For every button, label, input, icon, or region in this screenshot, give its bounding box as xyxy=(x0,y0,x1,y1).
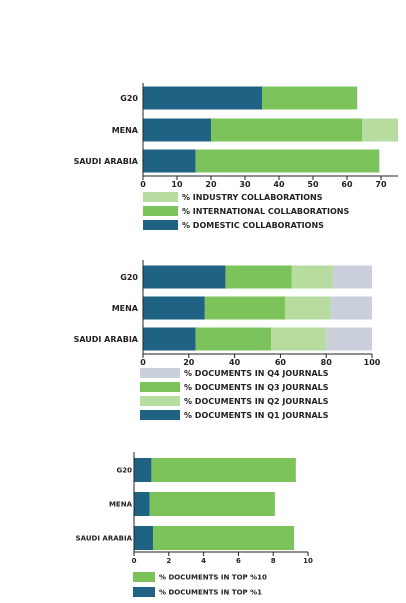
legend-swatch xyxy=(143,220,178,230)
bar-saudi-arabia-series-1 xyxy=(143,327,196,351)
x-tick-label: 60 xyxy=(275,358,287,367)
legend-swatch xyxy=(143,206,178,216)
x-tick-label: 30 xyxy=(239,180,251,189)
legend-swatch xyxy=(140,396,180,406)
x-tick-label: 10 xyxy=(303,557,313,565)
x-tick-label: 2 xyxy=(166,557,171,565)
x-tick-label: 20 xyxy=(205,180,217,189)
x-tick-label: 60 xyxy=(341,180,353,189)
x-tick-label: 50 xyxy=(307,180,319,189)
x-tick-label: 40 xyxy=(229,358,241,367)
category-label: MENA xyxy=(112,304,139,313)
chart-2: G20 MENA SAUDI ARABIA 0 20 40 60 80 100 % DOCUMEN… xyxy=(74,260,381,420)
legend-label: % DOCUMENTS IN Q4 JOURNALS xyxy=(184,369,329,378)
category-label: SAUDI ARABIA xyxy=(74,157,139,166)
bar-saudi-arabia-series-1 xyxy=(143,149,196,173)
legend-label: % DOCUMENTS IN Q3 JOURNALS xyxy=(184,383,329,392)
legend-label: % INDUSTRY COLLABORATIONS xyxy=(182,193,323,202)
bar-saudi-arabia-series-2 xyxy=(195,149,380,173)
x-tick-label: 100 xyxy=(364,358,381,367)
bar-mena-series-2 xyxy=(211,118,363,142)
bar-mena-series-1 xyxy=(143,296,205,320)
bar-g20-series-4 xyxy=(333,265,372,289)
x-tick-label: 6 xyxy=(236,557,241,565)
legend-label: % DOCUMENTS IN Q2 JOURNALS xyxy=(184,397,329,406)
legend-label: % DOCUMENTS IN Q1 JOURNALS xyxy=(184,411,329,420)
bar-mena-series-4 xyxy=(330,296,372,320)
bar-mena-series-1 xyxy=(143,118,211,142)
chart-1: G20 MENA SAUDI ARABIA 0 10 20 30 40 50 60 70 % INDU… xyxy=(74,83,398,230)
bar-saudi-arabia-series-2 xyxy=(195,327,272,351)
legend-swatch xyxy=(140,368,180,378)
category-label: SAUDI ARABIA xyxy=(76,534,133,542)
bar-mena-series-2 xyxy=(204,296,285,320)
x-tick-label: 0 xyxy=(132,557,137,565)
category-label: MENA xyxy=(109,500,133,508)
bar-saudi-arabia-series-3 xyxy=(271,327,327,351)
x-tick-label: 10 xyxy=(171,180,183,189)
bar-g20-series-1 xyxy=(143,86,262,110)
bar-mena-series-3 xyxy=(362,118,398,142)
category-label: G20 xyxy=(120,94,138,103)
legend-swatch xyxy=(140,410,180,420)
bar-mena-series-2 xyxy=(149,492,275,516)
bar-saudi-arabia-series-2 xyxy=(153,526,295,550)
chart-3: G20 MENA SAUDI ARABIA 0 2 4 6 8 10 % DOCUMENTS IN… xyxy=(76,452,313,597)
category-label: G20 xyxy=(117,466,133,474)
bar-g20-series-3 xyxy=(291,265,334,289)
bar-g20-series-2 xyxy=(225,265,292,289)
x-tick-label: 70 xyxy=(375,180,387,189)
legend-label: % DOCUMENTS IN TOP %1 xyxy=(159,588,262,596)
legend-label: % DOCUMENTS IN TOP %10 xyxy=(159,573,267,581)
bar-g20-series-1 xyxy=(134,458,152,482)
bar-mena-series-3 xyxy=(284,296,331,320)
legend-swatch xyxy=(140,382,180,392)
legend-label: % INTERNATIONAL COLLABORATIONS xyxy=(182,207,349,216)
x-tick-label: 20 xyxy=(183,358,195,367)
category-label: G20 xyxy=(120,273,138,282)
bar-g20-series-1 xyxy=(143,265,226,289)
bar-saudi-arabia-series-4 xyxy=(326,327,372,351)
category-label: SAUDI ARABIA xyxy=(74,335,139,344)
bar-g20-series-2 xyxy=(151,458,296,482)
x-tick-label: 8 xyxy=(271,557,276,565)
x-tick-label: 40 xyxy=(273,180,285,189)
legend-swatch xyxy=(133,572,155,582)
x-tick-label: 0 xyxy=(140,358,146,367)
x-tick-label: 0 xyxy=(140,180,146,189)
bar-g20-series-2 xyxy=(262,86,358,110)
category-label: MENA xyxy=(112,126,139,135)
x-tick-label: 4 xyxy=(201,557,206,565)
bar-mena-series-1 xyxy=(134,492,150,516)
legend-swatch xyxy=(133,587,155,597)
legend-swatch xyxy=(143,192,178,202)
legend-label: % DOMESTIC COLLABORATIONS xyxy=(182,221,324,230)
bar-saudi-arabia-series-1 xyxy=(134,526,154,550)
x-tick-label: 80 xyxy=(321,358,333,367)
